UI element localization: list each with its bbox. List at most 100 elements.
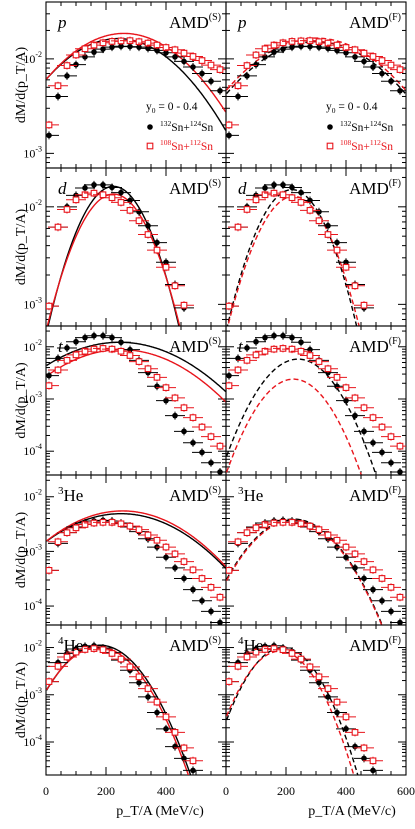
point-132 <box>361 575 367 582</box>
point-108 <box>144 365 152 373</box>
point-108 <box>180 744 188 752</box>
point-108 <box>46 302 53 310</box>
point-108 <box>315 526 323 534</box>
y-tick-label: 10-3 <box>23 295 42 311</box>
point-108 <box>324 365 332 373</box>
point-132 <box>343 554 349 561</box>
data-points <box>46 516 226 625</box>
point-108 <box>117 347 125 355</box>
svg-text:y0 = 0 - 0.4: y0 = 0 - 0.4 <box>146 101 198 115</box>
data-points <box>226 641 383 775</box>
x-tick-label: 400 <box>337 784 355 798</box>
point-108 <box>171 282 179 290</box>
point-108 <box>135 526 143 534</box>
species-label-4He-1: 4He <box>238 635 263 655</box>
point-132 <box>118 339 124 346</box>
point-108 <box>54 538 62 546</box>
point-108 <box>342 543 350 551</box>
point-108 <box>261 191 269 199</box>
species-label-4He-0: 4He <box>58 635 83 655</box>
y-axis-title: dM/d(p_T/A) <box>14 362 29 439</box>
data-points <box>46 180 194 312</box>
point-132 <box>253 338 259 345</box>
point-132 <box>109 184 115 191</box>
point-108 <box>189 414 197 421</box>
point-108 <box>306 206 314 214</box>
point-132 <box>226 132 232 139</box>
point-108 <box>81 646 89 653</box>
legend-label-132: 132Sn+124Sn <box>340 119 394 134</box>
point-132 <box>307 43 313 50</box>
svg-text:y0 = 0 - 0.4: y0 = 0 - 0.4 <box>326 101 378 115</box>
point-108 <box>117 199 125 206</box>
point-108 <box>226 382 233 390</box>
point-108 <box>99 646 107 654</box>
point-108 <box>126 663 134 671</box>
model-label: AMD(S) <box>169 336 221 356</box>
species-label-p-1: p <box>237 13 247 32</box>
legend: y0 = 0 - 0.4 132Sn+124Sn 108Sn+112Sn <box>146 101 214 153</box>
model-label: AMD(F) <box>349 178 401 198</box>
point-108 <box>288 650 296 657</box>
point-108 <box>216 442 224 450</box>
point-108 <box>108 650 116 657</box>
point-132 <box>172 565 178 571</box>
point-132 <box>154 47 160 54</box>
point-132 <box>334 709 340 716</box>
point-108 <box>171 728 179 736</box>
point-108 <box>153 373 161 381</box>
point-132 <box>100 182 106 188</box>
point-132 <box>172 743 178 750</box>
point-108 <box>171 46 179 54</box>
point-132 <box>352 565 358 571</box>
point-132 <box>136 208 142 215</box>
point-108 <box>63 206 71 213</box>
point-132 <box>325 694 331 700</box>
point-108 <box>261 45 269 53</box>
point-132 <box>127 43 133 50</box>
point-132 <box>145 45 151 52</box>
point-132 <box>316 208 322 215</box>
point-132 <box>370 767 376 774</box>
point-132 <box>379 597 385 604</box>
point-108 <box>315 38 323 46</box>
point-108 <box>144 531 152 539</box>
point-108 <box>360 744 368 752</box>
panel-d-left: d AMD(S) <box>45 167 227 327</box>
y-tick-label: 10-3 <box>23 390 42 406</box>
point-108 <box>126 522 134 530</box>
point-132 <box>190 439 196 446</box>
data-points <box>226 36 406 140</box>
y-tick-label: 10-3 <box>23 686 42 702</box>
point-132 <box>64 73 70 79</box>
point-108 <box>387 61 395 69</box>
point-132 <box>163 49 169 56</box>
panel-p-right: p AMD(F) <box>225 1 407 169</box>
point-108 <box>189 566 197 574</box>
point-108 <box>270 345 278 353</box>
point-108 <box>360 301 368 309</box>
point-132 <box>352 743 358 750</box>
point-132 <box>145 694 151 700</box>
legend-marker-132 <box>327 124 333 130</box>
species-label-t-0: t <box>58 337 64 356</box>
point-108 <box>226 566 233 574</box>
point-108 <box>306 352 314 359</box>
row-3He: 3He AMD(S) 3He AMD(F) 10-4 10-3 10-2 dM/d(p_T/A… <box>14 474 407 626</box>
point-108 <box>297 199 305 206</box>
y-tick-label: 10-2 <box>23 50 42 66</box>
point-132 <box>118 189 124 196</box>
model-label: AMD(F) <box>349 336 401 356</box>
point-132 <box>343 726 349 732</box>
model-label: AMD(F) <box>349 485 401 505</box>
point-108 <box>270 41 278 49</box>
panel-4He-left: 4He AMD(S) <box>45 624 227 776</box>
point-108 <box>261 347 269 355</box>
point-132 <box>280 182 286 188</box>
point-132 <box>172 412 178 419</box>
x-axis-title: p_T/A (MeV/c) <box>308 804 396 819</box>
point-108 <box>189 53 197 60</box>
point-132 <box>325 222 331 229</box>
point-108 <box>81 347 89 355</box>
model-label: AMD(F) <box>349 635 401 655</box>
